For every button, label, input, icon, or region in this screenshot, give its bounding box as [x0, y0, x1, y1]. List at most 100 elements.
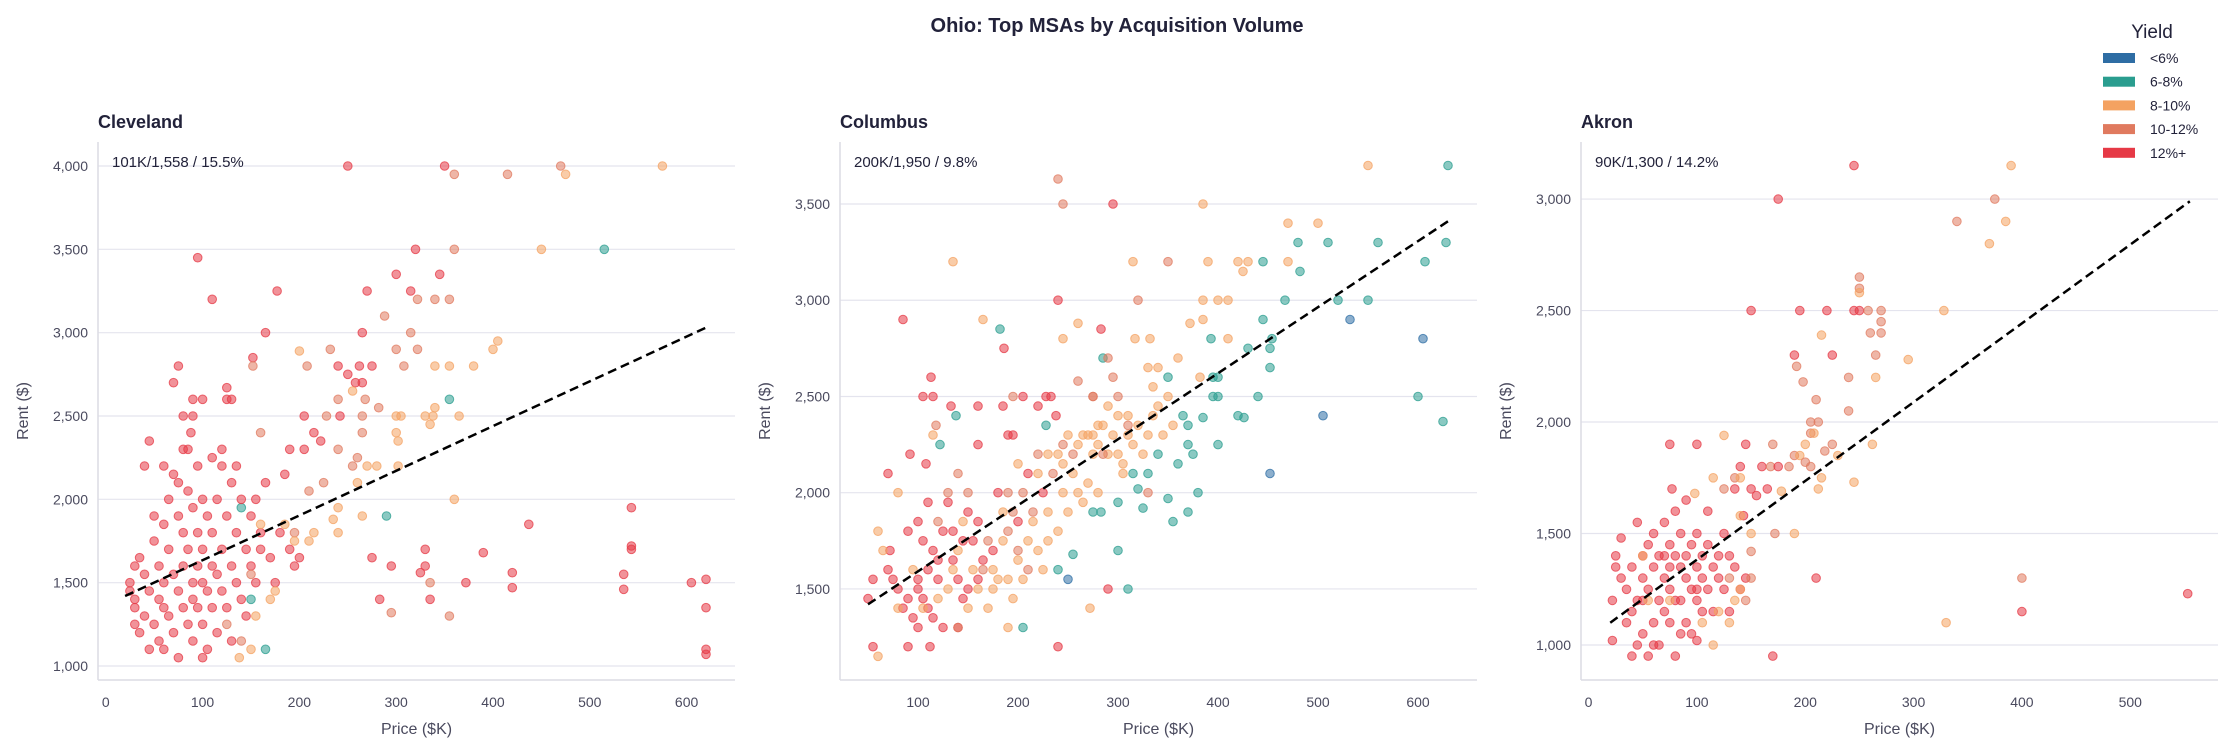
data-point	[1028, 507, 1038, 517]
data-point	[260, 327, 271, 338]
data-point	[347, 386, 358, 396]
data-point	[1113, 410, 1123, 421]
x-tick-label: 200	[1006, 694, 1030, 710]
data-point	[1038, 564, 1048, 575]
data-point	[1719, 430, 1729, 441]
data-point	[1735, 461, 1746, 472]
data-point	[444, 611, 455, 621]
data-point	[1690, 488, 1700, 499]
data-point	[139, 569, 150, 580]
data-point	[1023, 564, 1033, 575]
data-point	[1697, 617, 1708, 628]
panel-title: Akron	[1581, 112, 1633, 132]
data-point	[202, 511, 213, 521]
data-point	[178, 602, 188, 613]
data-point	[461, 577, 471, 588]
data-point	[325, 344, 336, 355]
data-point	[246, 511, 256, 521]
data-point	[873, 526, 883, 537]
data-point	[373, 402, 384, 413]
data-point	[1670, 651, 1681, 661]
data-point	[1068, 449, 1078, 460]
panel-annotation-akron: 90K/1,300 / 14.2%	[1595, 154, 1718, 171]
data-point	[1724, 573, 1735, 583]
data-point	[178, 411, 188, 421]
data-point	[163, 494, 174, 505]
data-point	[192, 602, 203, 613]
data-point	[1730, 562, 1740, 572]
data-point	[935, 439, 945, 450]
data-point	[1153, 401, 1163, 411]
data-point	[265, 594, 276, 605]
data-point	[1708, 473, 1718, 483]
data-point	[1038, 487, 1048, 498]
data-point	[1692, 635, 1702, 646]
data-point	[149, 536, 159, 546]
data-point	[1724, 617, 1735, 628]
legend-swatch	[2103, 147, 2135, 158]
data-point	[926, 372, 936, 383]
data-point	[1719, 584, 1729, 595]
data-point	[357, 411, 368, 421]
data-point	[333, 394, 343, 405]
data-point	[1876, 328, 1886, 338]
data-point	[1719, 484, 1729, 494]
data-point	[1751, 490, 1762, 501]
data-point	[1333, 295, 1343, 306]
data-point	[1323, 237, 1333, 248]
data-point	[246, 561, 256, 571]
data-point	[1183, 507, 1193, 517]
x-tick-label: 100	[1685, 694, 1709, 710]
data-point	[1183, 420, 1193, 431]
data-point	[212, 627, 222, 638]
data-point	[454, 411, 464, 421]
y-tick-label: 2,000	[795, 485, 830, 501]
data-point	[125, 577, 135, 588]
data-point	[953, 545, 963, 556]
data-point	[357, 377, 368, 388]
data-point	[1621, 617, 1632, 628]
data-point	[1088, 391, 1098, 402]
data-point	[626, 502, 637, 513]
data-point	[315, 436, 326, 446]
data-point	[217, 461, 227, 471]
data-point	[953, 622, 963, 633]
data-point	[1643, 539, 1653, 550]
data-point	[1193, 487, 1203, 498]
data-point	[1863, 305, 1873, 316]
data-point	[352, 477, 363, 488]
data-point	[1048, 468, 1058, 479]
data-point	[701, 574, 711, 585]
data-point	[502, 169, 513, 180]
data-point	[908, 613, 918, 623]
data-point	[1178, 410, 1188, 421]
data-point	[1088, 430, 1098, 440]
data-point	[921, 459, 931, 469]
data-point	[173, 586, 184, 596]
y-tick-label: 2,000	[53, 491, 88, 507]
data-point	[1746, 546, 1756, 557]
data-point	[963, 487, 973, 498]
data-point	[159, 519, 169, 530]
y-tick-label: 1,000	[1536, 637, 1571, 653]
data-point	[1153, 449, 1163, 460]
data-point	[1719, 528, 1729, 539]
data-point	[217, 586, 227, 596]
data-point	[284, 544, 295, 555]
data-point	[998, 536, 1008, 546]
data-point	[386, 561, 397, 571]
data-point	[130, 561, 140, 571]
data-point	[304, 536, 314, 546]
data-point	[928, 391, 938, 402]
data-point	[1188, 449, 1198, 460]
data-point	[1008, 593, 1018, 604]
data-point	[444, 294, 455, 305]
data-point	[1108, 199, 1118, 209]
y-tick-label: 4,000	[53, 158, 88, 174]
data-point	[412, 344, 423, 355]
data-point	[1163, 372, 1173, 383]
data-point	[1063, 507, 1073, 517]
data-point	[1043, 536, 1053, 546]
data-point	[168, 469, 179, 480]
data-point	[333, 527, 343, 538]
